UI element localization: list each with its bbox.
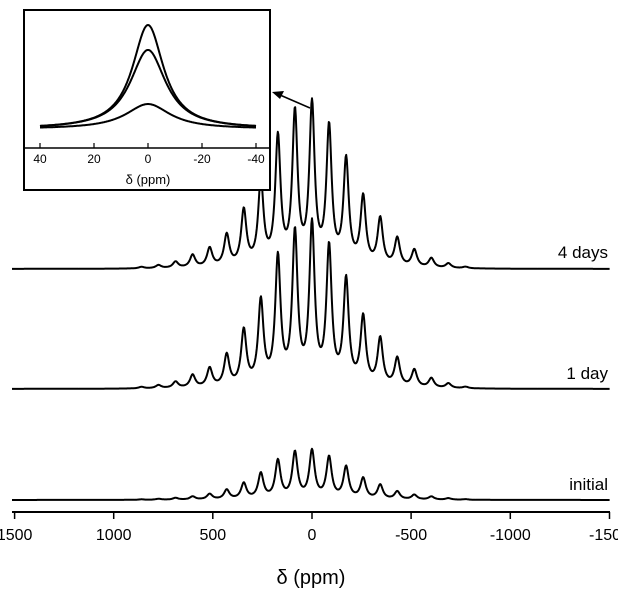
spectrum-trace-2 xyxy=(11,447,610,501)
spectrum-trace-labels: 4 days 1 day initial xyxy=(558,243,609,494)
inset-x-tick-label: 20 xyxy=(87,152,101,166)
inset-x-axis-label: δ (ppm) xyxy=(126,172,171,187)
x-tick-label: -1000 xyxy=(490,527,531,544)
spectrum-trace-1 xyxy=(11,217,610,390)
inset-lineshape-traces xyxy=(39,23,257,129)
x-tick-label: 0 xyxy=(308,527,317,544)
inset-lineshape-plot: 40 20 0 -20 -40 δ (ppm) xyxy=(23,9,271,191)
inset-lineshape-2 xyxy=(40,103,256,129)
x-tick-label: 500 xyxy=(199,527,226,544)
stacked-spectra-traces xyxy=(11,97,610,501)
trace-label: 1 day xyxy=(566,364,608,383)
trace-label: 4 days xyxy=(558,243,608,262)
x-tick-label: -500 xyxy=(395,527,427,544)
main-x-axis-label: δ (ppm) xyxy=(277,567,346,589)
inset-x-tick-label: -20 xyxy=(193,152,211,166)
inset-x-tick-label: 0 xyxy=(145,152,152,166)
inset-pointer-arrow xyxy=(272,91,311,109)
x-tick-label: -1500 xyxy=(589,527,618,544)
inset-lineshape-1 xyxy=(39,49,257,127)
trace-label: initial xyxy=(569,475,608,494)
x-tick-label: 1000 xyxy=(96,527,132,544)
x-tick-label: 1500 xyxy=(0,527,32,544)
inset-frame xyxy=(23,9,271,191)
arrow-shaft xyxy=(279,94,311,109)
spectrum-trace-0 xyxy=(11,97,610,270)
arrow-head xyxy=(272,91,284,99)
main-x-axis-ticks: 1500 1000 500 0 -500 -1000 -1500 xyxy=(0,512,618,544)
inset-x-tick-label: 40 xyxy=(33,152,47,166)
inset-x-axis-ticks: 40 20 0 -20 -40 xyxy=(24,143,270,166)
inset-x-tick-label: -40 xyxy=(247,152,265,166)
main-spectra-plot: 4 days 1 day initial 1500 1000 500 0 -500 -1000… xyxy=(0,97,618,589)
